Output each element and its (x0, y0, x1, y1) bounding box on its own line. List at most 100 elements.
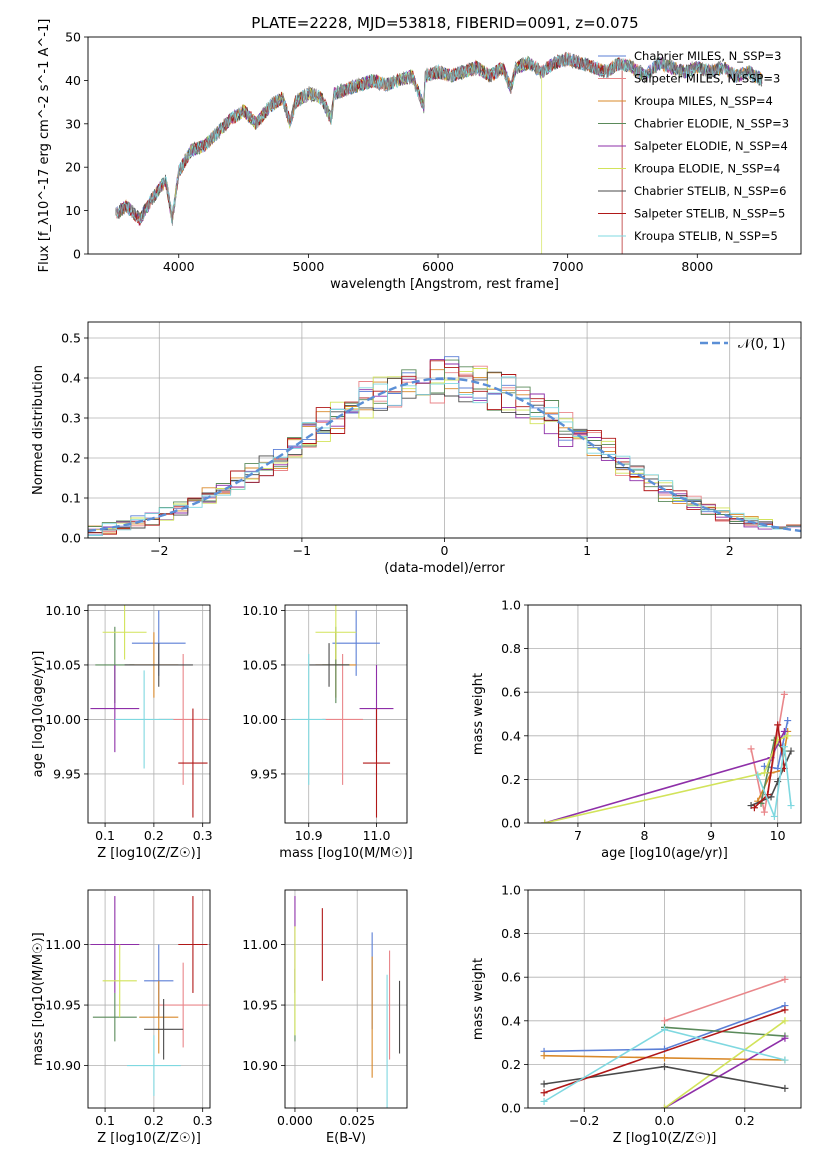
y-tick-label: 10.90 (45, 1058, 81, 1073)
panel-massweight_vs_Z: −0.2 0.0 0.2 0.0 0.2 0.4 0.6 0.8 1.0 Z [log10(Z/Z… (471, 883, 802, 1146)
weight-marker (760, 808, 768, 816)
legend-entry: Chabrier STELIB, N_SSP=6 (634, 184, 786, 198)
plot-area (291, 605, 394, 818)
y-tick-label: 9.95 (53, 766, 81, 781)
y-axis-label: age [log10(age/yr)] (31, 651, 46, 778)
x-tick-label: 1 (583, 543, 591, 558)
y-tick-label: 30 (65, 116, 81, 131)
weight-marker (661, 1026, 668, 1034)
y-tick-label: 11.00 (45, 937, 81, 952)
legend-entry: 𝒩(0, 1) (738, 337, 785, 352)
axes-frame (87, 36, 802, 255)
x-tick-label: 9 (707, 828, 715, 843)
x-tick-label: 10.9 (295, 828, 323, 843)
y-tick-label: 10.10 (242, 603, 278, 618)
x-tick-label: −0.2 (569, 1113, 599, 1128)
plot-area (88, 356, 801, 538)
plot-area (541, 690, 795, 823)
x-tick-label: 0.3 (193, 1113, 213, 1128)
plot-area (294, 896, 401, 1108)
legend-entry: Salpeter MILES, N_SSP=3 (634, 72, 780, 86)
x-tick-label: 0.000 (277, 1113, 313, 1128)
plot-area (540, 975, 789, 1108)
x-tick-label: 0.025 (339, 1113, 375, 1128)
figure-title: PLATE=2228, MJD=53818, FIBERID=0091, z=0… (251, 14, 638, 32)
y-tick-label: 50 (65, 30, 81, 45)
axes-frame (527, 604, 802, 824)
weight-marker (661, 1063, 668, 1071)
axes-frame (87, 889, 211, 1109)
normal-curve (88, 377, 801, 533)
legend-entry: Chabrier MILES, N_SSP=3 (634, 49, 781, 63)
observed-spectrum-line (114, 51, 763, 226)
legend-entry: Kroupa STELIB, N_SSP=5 (634, 229, 778, 243)
legend-entry: Chabrier ELODIE, N_SSP=3 (634, 117, 789, 131)
plot-area (90, 605, 208, 818)
legend-entry: Kroupa ELODIE, N_SSP=4 (634, 162, 780, 176)
y-tick-label: 10.95 (242, 998, 278, 1013)
y-tick-label: 0.6 (501, 970, 521, 985)
panel-spectrum: 4000 5000 6000 7000 8000 0 10 20 30 40 50 wavelengt… (37, 19, 802, 292)
weight-marker (540, 1097, 548, 1105)
weight-marker (540, 1089, 548, 1097)
legend-entry: Kroupa MILES, N_SSP=4 (634, 94, 773, 108)
x-axis-label: wavelength [Angstrom, rest frame] (330, 277, 559, 292)
x-tick-label: 7 (574, 828, 582, 843)
weight-marker (780, 690, 788, 698)
axes-frame (527, 889, 802, 1109)
y-tick-label: 0.2 (501, 772, 521, 787)
legend-entry: Salpeter ELODIE, N_SSP=4 (634, 139, 788, 153)
y-axis-label: mass weight (471, 673, 486, 755)
x-axis-label: Z [log10(Z/Z☉)] (97, 846, 201, 861)
x-axis-label: age [log10(age/yr)] (601, 846, 728, 861)
weight-line (544, 735, 789, 823)
weight-marker (661, 1054, 668, 1062)
y-tick-label: 0.2 (501, 1057, 521, 1072)
model-spectrum-line (116, 53, 763, 224)
weight-line (664, 978, 786, 1022)
weight-marker (780, 743, 788, 751)
x-tick-label: 8 (641, 828, 649, 843)
y-tick-label: 0.1 (61, 491, 81, 506)
axes-frame (284, 604, 408, 824)
x-tick-label: 0.1 (95, 828, 115, 843)
y-tick-label: 0.0 (501, 816, 521, 831)
weight-marker (780, 727, 788, 735)
weight-marker (781, 1006, 789, 1014)
y-tick-label: 10.00 (45, 712, 81, 727)
weight-marker (781, 1056, 789, 1064)
weight-marker (770, 812, 778, 820)
y-tick-label: 0.4 (61, 371, 81, 386)
weight-marker (760, 769, 768, 777)
x-axis-label: Z [log10(Z/Z☉)] (97, 1131, 201, 1146)
panel-age_vs_Z: 0.1 0.2 0.3 9.95 10.00 10.05 10.10 Z [log10(Z/Z… (31, 603, 213, 861)
x-tick-label: −1 (293, 543, 311, 558)
x-tick-label: 0.0 (655, 1113, 675, 1128)
x-tick-label: 0 (441, 543, 449, 558)
residual-histogram (88, 376, 801, 538)
panel-residuals: −2 −1 0 1 2 0.0 0.1 0.2 0.3 0.4 0.5 (data-model)/er… (31, 321, 802, 576)
y-tick-label: 0.8 (501, 926, 521, 941)
y-tick-label: 0.0 (61, 531, 81, 546)
weight-marker (774, 721, 782, 729)
panel-age_vs_mass: 10.9 11.0 9.95 10.00 10.05 10.10 mass [log10(M… (242, 603, 413, 861)
panel-mass_vs_EBV: 0.000 0.025 10.90 10.95 11.00 E(B-V) (242, 889, 408, 1146)
legend-entry: Salpeter STELIB, N_SSP=5 (634, 207, 785, 221)
axes-frame (87, 604, 211, 824)
x-tick-label: 8000 (681, 259, 713, 274)
x-axis-label: Z [log10(Z/Z☉)] (613, 1131, 717, 1146)
y-tick-label: 0.4 (501, 728, 521, 743)
panel-mass_vs_Z: 0.1 0.2 0.3 10.90 10.95 11.00 Z [log10(Z/Z☉)] m… (31, 889, 213, 1146)
weight-marker (750, 804, 758, 812)
weight-line (664, 1020, 786, 1108)
x-tick-label: 7000 (552, 259, 584, 274)
y-tick-label: 10.00 (242, 712, 278, 727)
weight-marker (781, 975, 789, 983)
y-tick-label: 40 (65, 73, 81, 88)
y-tick-label: 0.8 (501, 641, 521, 656)
weight-marker (787, 747, 795, 755)
plot-area (114, 51, 763, 254)
x-axis-label: E(B-V) (326, 1131, 366, 1146)
x-tick-label: 0.2 (144, 1113, 164, 1128)
